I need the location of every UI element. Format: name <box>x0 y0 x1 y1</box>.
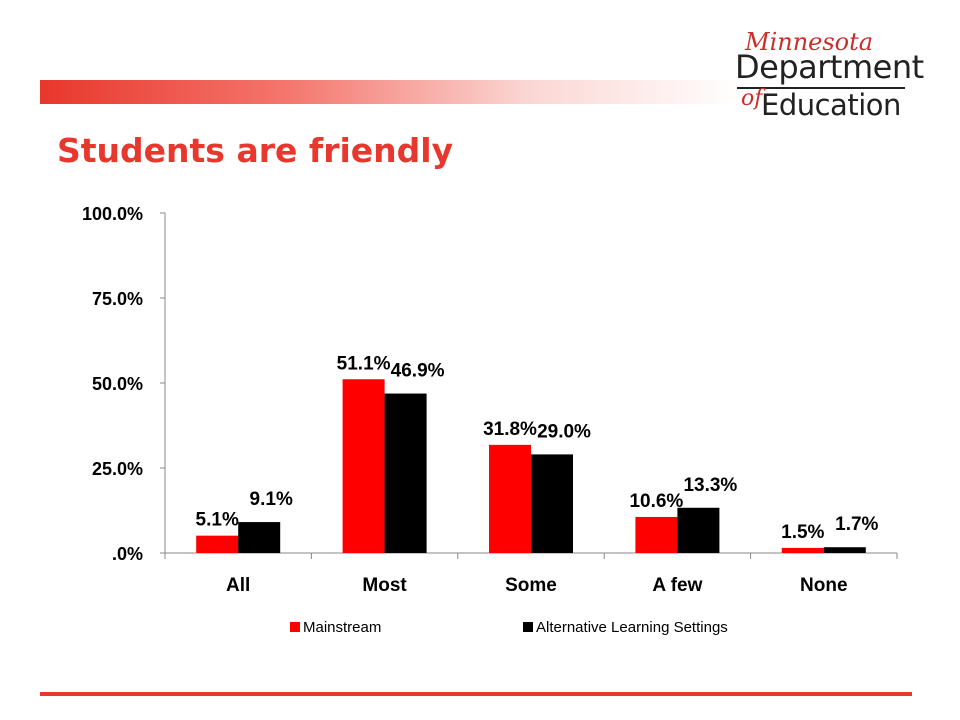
page-title: Students are friendly <box>57 131 454 170</box>
data-label: 31.8% <box>483 419 537 440</box>
logo-department-text: Department <box>735 48 924 86</box>
bar-mainstream <box>781 547 824 553</box>
bar-alternative <box>384 393 427 553</box>
x-category-label: Some <box>505 575 557 596</box>
bar-mainstream <box>635 516 678 553</box>
legend-item: Mainstream <box>290 619 381 636</box>
bar-alternative <box>823 547 866 553</box>
data-label: 29.0% <box>537 421 591 442</box>
legend-label: Mainstream <box>303 619 381 636</box>
department-logo: Minnesota Department of Education <box>735 28 925 123</box>
y-tick-label: .0% <box>112 544 143 564</box>
data-label: 51.1% <box>337 353 391 374</box>
bar-alternative <box>531 454 573 553</box>
data-label: 46.9% <box>391 361 445 382</box>
data-label: 1.7% <box>835 514 878 535</box>
header-gradient-bar <box>40 80 740 104</box>
x-category-label: None <box>800 575 848 596</box>
data-label: 9.1% <box>250 489 293 510</box>
data-label: 5.1% <box>196 510 239 531</box>
legend-swatch <box>523 622 533 632</box>
x-category-label: All <box>226 575 250 596</box>
x-category-label: Most <box>362 575 407 596</box>
logo-script-text: Minnesota <box>745 28 874 56</box>
y-tick-label: 75.0% <box>92 289 143 309</box>
y-tick-label: 100.0% <box>82 204 143 224</box>
bar-alternative <box>677 507 720 553</box>
y-tick-label: 50.0% <box>92 374 143 394</box>
data-label: 10.6% <box>629 491 683 512</box>
legend-swatch <box>290 622 300 632</box>
bar-alternative <box>238 522 281 553</box>
logo-education-text: Education <box>761 88 901 122</box>
bar-mainstream <box>489 444 531 553</box>
legend-item: Alternative Learning Settings <box>523 619 728 636</box>
logo-of-text: of <box>741 86 763 111</box>
logo-divider <box>737 87 905 89</box>
data-label: 13.3% <box>683 475 737 496</box>
data-label: 1.5% <box>781 522 824 543</box>
legend-label: Alternative Learning Settings <box>536 619 728 636</box>
footer-bar <box>40 692 912 696</box>
bar-mainstream <box>196 535 239 553</box>
y-tick-label: 25.0% <box>92 459 143 479</box>
x-category-label: A few <box>652 575 702 596</box>
bar-mainstream <box>342 379 385 553</box>
